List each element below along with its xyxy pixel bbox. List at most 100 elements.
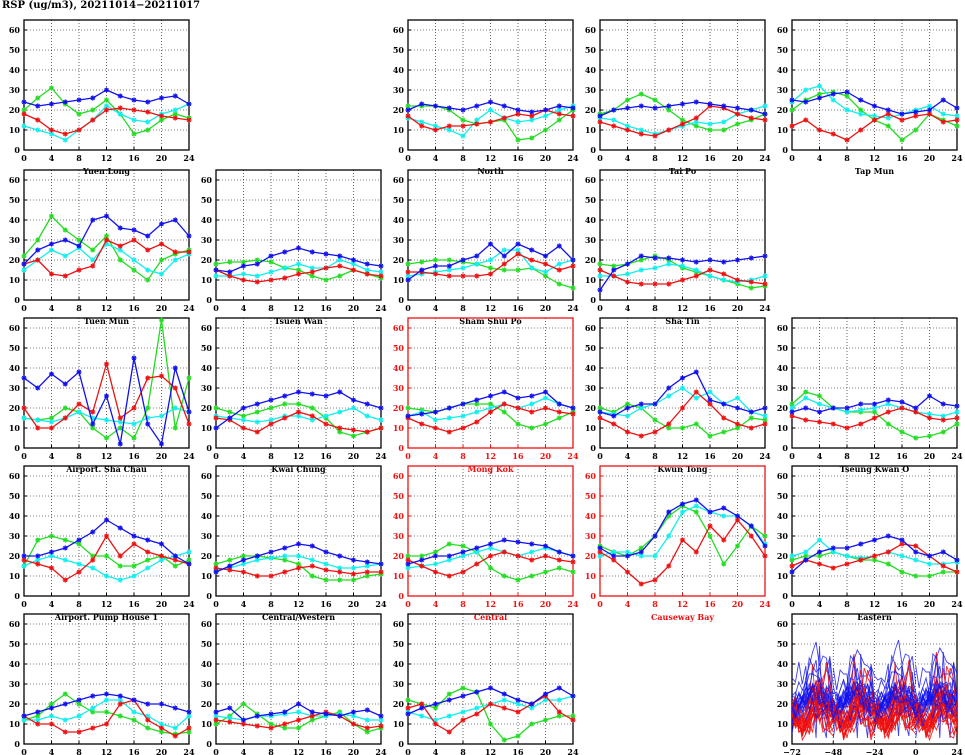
data-point xyxy=(21,261,27,267)
data-point xyxy=(502,247,507,253)
data-point xyxy=(789,97,795,103)
data-point xyxy=(131,541,137,547)
data-point xyxy=(351,397,356,403)
data-point xyxy=(104,553,109,559)
y-tick-label: 10 xyxy=(777,125,789,135)
data-point xyxy=(639,91,644,97)
data-point xyxy=(927,433,932,439)
data-point xyxy=(597,549,603,555)
data-point xyxy=(625,401,630,407)
data-point xyxy=(543,273,548,279)
data-point xyxy=(433,553,438,559)
data-point xyxy=(543,389,548,395)
data-point xyxy=(831,405,836,411)
data-point xyxy=(639,553,644,559)
data-point xyxy=(927,573,932,579)
data-point xyxy=(378,561,384,567)
data-point xyxy=(721,127,726,133)
y-tick-label: 60 xyxy=(393,175,405,185)
data-point xyxy=(529,557,534,563)
y-tick-label: 30 xyxy=(9,383,21,393)
data-point xyxy=(844,561,850,567)
data-point xyxy=(145,99,150,105)
data-point xyxy=(118,111,123,117)
data-point xyxy=(652,401,658,407)
y-tick-label: 0 xyxy=(14,145,20,155)
y-tick-label: 40 xyxy=(393,65,405,75)
x-tick-label: 0 xyxy=(405,451,411,461)
data-point xyxy=(131,421,137,427)
data-point xyxy=(145,537,150,543)
data-point xyxy=(159,95,164,101)
data-point xyxy=(35,557,40,563)
data-point xyxy=(817,95,822,101)
data-point xyxy=(21,563,27,569)
data-point xyxy=(90,529,95,535)
data-point xyxy=(557,107,562,113)
data-point xyxy=(90,217,95,223)
y-tick-label: 40 xyxy=(393,215,405,225)
y-tick-label: 40 xyxy=(585,65,597,75)
x-tick-label: 0 xyxy=(597,451,603,461)
data-point xyxy=(63,701,68,707)
data-point xyxy=(707,257,713,263)
data-point xyxy=(844,93,850,99)
y-tick-label: 50 xyxy=(585,491,597,501)
data-point xyxy=(886,549,891,555)
data-point xyxy=(131,435,137,441)
data-point xyxy=(735,425,740,431)
data-point xyxy=(694,115,699,121)
x-tick-label: 16 xyxy=(512,451,524,461)
data-point xyxy=(21,553,27,559)
x-tick-label: 4 xyxy=(49,599,55,609)
data-point xyxy=(63,537,68,543)
data-point xyxy=(694,267,699,273)
data-point xyxy=(76,409,82,415)
y-tick-label: 0 xyxy=(590,295,596,305)
data-point xyxy=(227,567,232,573)
x-tick-label: 12 xyxy=(869,153,880,163)
x-tick-label: 16 xyxy=(128,153,140,163)
x-tick-label: 20 xyxy=(924,451,936,461)
data-point xyxy=(543,107,548,113)
data-point xyxy=(762,413,768,419)
data-point xyxy=(515,395,521,401)
data-point xyxy=(460,107,466,113)
data-point xyxy=(145,119,150,125)
data-point xyxy=(35,709,40,715)
y-tick-label: 60 xyxy=(201,619,213,629)
data-point xyxy=(296,413,301,419)
data-point xyxy=(460,401,466,407)
data-point xyxy=(515,421,521,427)
data-point xyxy=(35,713,40,719)
x-tick-label: 8 xyxy=(460,599,466,609)
data-point xyxy=(104,533,109,539)
data-point xyxy=(913,405,918,411)
data-point xyxy=(474,397,479,403)
data-point xyxy=(49,127,54,133)
data-point xyxy=(543,405,548,411)
data-point xyxy=(90,425,95,431)
x-tick-label: 20 xyxy=(348,303,360,313)
y-tick-label: 60 xyxy=(585,175,597,185)
x-tick-label: 0 xyxy=(213,747,219,755)
x-tick-label: 12 xyxy=(677,153,688,163)
data-point xyxy=(858,111,863,117)
x-tick-label: 4 xyxy=(625,599,631,609)
data-point xyxy=(76,697,82,703)
y-tick-label: 10 xyxy=(201,423,213,433)
data-point xyxy=(899,117,905,123)
data-point xyxy=(597,273,603,279)
data-point xyxy=(625,429,630,435)
data-point xyxy=(611,413,616,419)
data-point xyxy=(570,405,576,411)
panel-frame xyxy=(407,19,574,151)
data-point xyxy=(941,563,946,569)
data-point xyxy=(831,97,836,103)
y-tick-label: 40 xyxy=(393,511,405,521)
y-tick-label: 10 xyxy=(393,571,405,581)
data-point xyxy=(145,247,150,253)
y-tick-label: 0 xyxy=(398,591,404,601)
